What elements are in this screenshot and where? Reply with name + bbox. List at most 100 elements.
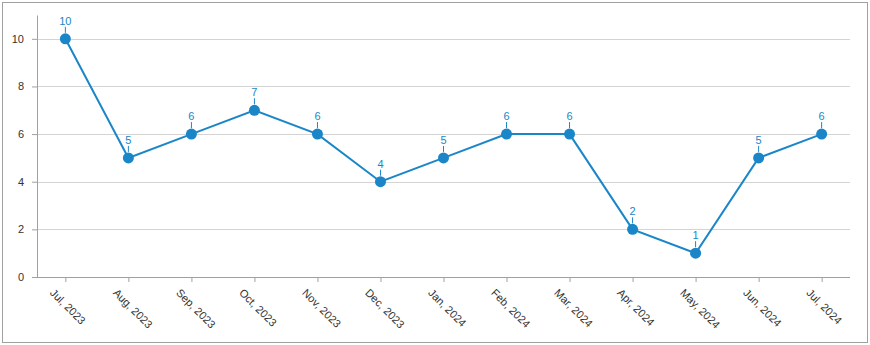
- point[interactable]: [60, 33, 71, 44]
- point[interactable]: [816, 129, 827, 140]
- x-tick-mark: [380, 277, 381, 282]
- grid: [37, 40, 850, 278]
- data-label: 6: [566, 110, 572, 122]
- point[interactable]: [501, 129, 512, 140]
- y-axis: 0 2 4 6 8 10: [12, 16, 38, 284]
- label-leader: [506, 122, 507, 128]
- point[interactable]: [312, 129, 323, 140]
- y-tick-mark: [32, 182, 37, 183]
- label-leader: [191, 122, 192, 128]
- y-tick: 0: [18, 271, 37, 283]
- x-tick-mark: [633, 277, 634, 282]
- y-tick-label: 8: [18, 80, 24, 92]
- x-tick-mark: [65, 277, 66, 282]
- y-tick-label: 4: [18, 176, 24, 188]
- point[interactable]: [690, 248, 701, 259]
- point[interactable]: [564, 129, 575, 140]
- y-tick-mark: [32, 39, 37, 40]
- data-label: 5: [125, 134, 131, 146]
- label-leader: [380, 170, 381, 176]
- data-label: 6: [314, 110, 320, 122]
- label-leader: [128, 146, 129, 152]
- point[interactable]: [375, 176, 386, 187]
- x-tick-label: Apr, 2024: [615, 286, 657, 328]
- label-leader: [632, 217, 633, 223]
- x-tick: Jan, 2024: [426, 277, 469, 329]
- x-tick: Dec, 2023: [363, 277, 407, 330]
- x-tick-label: Nov, 2023: [300, 286, 343, 329]
- y-tick: 2: [18, 223, 37, 235]
- point[interactable]: [186, 129, 197, 140]
- y-tick-label: 6: [18, 128, 24, 140]
- grid-line: [37, 229, 850, 230]
- chart: 0 2 4 6 8 10 Jul, 2023 Aug, 2023 Sep, 2023 Oct, 2…: [0, 0, 870, 345]
- x-tick-label: Jul, 2023: [48, 286, 88, 326]
- x-tick-mark: [822, 277, 823, 282]
- data-label: 7: [251, 86, 257, 98]
- x-tick: Nov, 2023: [300, 277, 343, 330]
- point[interactable]: [123, 152, 134, 163]
- chart-border: [3, 3, 868, 343]
- label-leader: [317, 122, 318, 128]
- y-tick: 10: [12, 33, 37, 45]
- x-tick: Sep, 2023: [174, 277, 218, 330]
- y-axis-line: [37, 16, 38, 278]
- grid-line: [37, 182, 850, 183]
- x-tick: Oct, 2023: [237, 277, 279, 329]
- x-tick: Feb, 2024: [489, 277, 533, 330]
- x-tick-mark: [128, 277, 129, 282]
- x-tick-mark: [696, 277, 697, 282]
- data-label: 5: [756, 134, 762, 146]
- point[interactable]: [438, 152, 449, 163]
- x-tick: Mar, 2024: [552, 277, 595, 330]
- grid-line: [37, 39, 850, 40]
- x-tick-label: Dec, 2023: [363, 286, 407, 330]
- label-leader: [65, 27, 66, 33]
- data-label: 2: [630, 205, 636, 217]
- x-tick-label: Jun, 2024: [741, 286, 784, 329]
- data-label: 10: [59, 15, 71, 27]
- y-tick: 4: [18, 176, 37, 188]
- data-label: 6: [503, 110, 509, 122]
- x-tick-label: Jan, 2024: [426, 286, 469, 329]
- x-tick-mark: [254, 277, 255, 282]
- point[interactable]: [627, 224, 638, 235]
- x-tick-mark: [444, 277, 445, 282]
- x-tick: Jun, 2024: [741, 277, 784, 329]
- x-tick-mark: [317, 277, 318, 282]
- x-tick-label: May, 2024: [678, 286, 722, 330]
- point[interactable]: [249, 105, 260, 116]
- line: [65, 39, 821, 253]
- y-tick-label: 2: [18, 223, 24, 235]
- label-leader: [443, 146, 444, 152]
- plot-area: [60, 33, 827, 258]
- x-tick-label: Sep, 2023: [174, 286, 218, 330]
- y-tick-label: 10: [12, 33, 24, 45]
- x-axis: Jul, 2023 Aug, 2023 Sep, 2023 Oct, 2023 Nov,…: [37, 277, 850, 331]
- x-tick-label: Oct, 2023: [237, 286, 279, 328]
- x-tick: Apr, 2024: [615, 277, 657, 328]
- label-leader: [695, 241, 696, 247]
- y-tick-mark: [32, 229, 37, 230]
- x-tick-mark: [191, 277, 192, 282]
- y-tick-mark: [32, 277, 37, 278]
- y-tick-label: 0: [18, 271, 24, 283]
- data-label: 5: [440, 134, 446, 146]
- point[interactable]: [753, 152, 764, 163]
- data-label: 1: [693, 229, 699, 241]
- data-label: 4: [377, 158, 383, 170]
- x-tick-mark: [507, 277, 508, 282]
- grid-line: [37, 86, 850, 87]
- label-leader: [254, 98, 255, 104]
- x-tick: Aug, 2023: [111, 277, 155, 330]
- data-label: 6: [819, 110, 825, 122]
- x-tick-label: Jul, 2024: [804, 286, 844, 326]
- x-tick: Jul, 2024: [804, 277, 844, 326]
- label-leader: [821, 122, 822, 128]
- y-tick-mark: [32, 134, 37, 135]
- x-tick-mark: [570, 277, 571, 282]
- data-label: 6: [188, 110, 194, 122]
- label-leader: [758, 146, 759, 152]
- y-tick: 8: [18, 80, 37, 92]
- data-labels: 10 5 6 7 6 4 5 6 6 2 1 5 6: [59, 15, 824, 247]
